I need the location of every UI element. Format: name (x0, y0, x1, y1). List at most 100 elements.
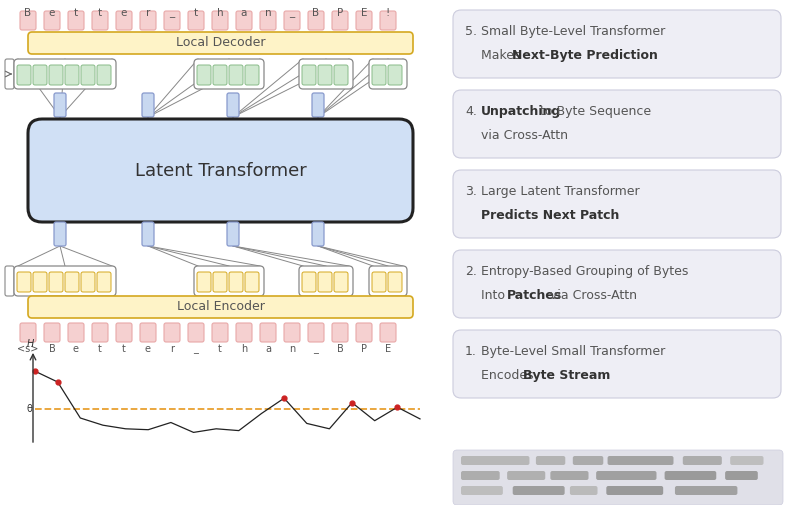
Text: Makes: Makes (481, 49, 525, 62)
Text: 5.: 5. (465, 25, 477, 38)
FancyBboxPatch shape (68, 323, 84, 342)
FancyBboxPatch shape (140, 323, 156, 342)
FancyBboxPatch shape (212, 11, 228, 30)
Text: Byte-Level Small Transformer: Byte-Level Small Transformer (481, 345, 665, 358)
FancyBboxPatch shape (308, 11, 324, 30)
FancyBboxPatch shape (97, 272, 111, 292)
Text: P: P (361, 344, 367, 354)
FancyBboxPatch shape (5, 266, 14, 296)
FancyBboxPatch shape (730, 456, 764, 465)
FancyBboxPatch shape (142, 222, 154, 246)
FancyBboxPatch shape (664, 471, 716, 480)
FancyBboxPatch shape (33, 272, 47, 292)
Text: E: E (361, 8, 367, 18)
Text: t: t (98, 8, 102, 18)
FancyBboxPatch shape (28, 32, 413, 54)
FancyBboxPatch shape (28, 296, 413, 318)
Text: e: e (145, 344, 151, 354)
FancyBboxPatch shape (49, 272, 63, 292)
FancyBboxPatch shape (245, 65, 259, 85)
FancyBboxPatch shape (17, 65, 31, 85)
FancyBboxPatch shape (453, 250, 781, 318)
FancyBboxPatch shape (675, 486, 738, 495)
Text: θ: θ (26, 404, 32, 414)
Text: Patches: Patches (507, 289, 563, 302)
FancyBboxPatch shape (356, 11, 372, 30)
FancyBboxPatch shape (14, 266, 116, 296)
Text: via Cross-Attn: via Cross-Attn (481, 129, 568, 142)
FancyBboxPatch shape (302, 272, 316, 292)
FancyBboxPatch shape (140, 11, 156, 30)
FancyBboxPatch shape (608, 456, 674, 465)
FancyBboxPatch shape (54, 93, 66, 117)
Text: a: a (265, 344, 271, 354)
Text: Into: Into (481, 289, 509, 302)
FancyBboxPatch shape (312, 93, 324, 117)
FancyBboxPatch shape (302, 65, 316, 85)
FancyBboxPatch shape (229, 65, 243, 85)
Text: 4.: 4. (465, 105, 477, 118)
FancyBboxPatch shape (116, 323, 132, 342)
FancyBboxPatch shape (81, 65, 95, 85)
FancyBboxPatch shape (245, 272, 259, 292)
Text: B: B (312, 8, 320, 18)
FancyBboxPatch shape (197, 272, 211, 292)
Text: t: t (74, 8, 78, 18)
FancyBboxPatch shape (596, 471, 656, 480)
FancyBboxPatch shape (33, 65, 47, 85)
Text: a: a (241, 8, 247, 18)
FancyBboxPatch shape (682, 456, 722, 465)
FancyBboxPatch shape (236, 323, 252, 342)
FancyBboxPatch shape (65, 65, 79, 85)
FancyBboxPatch shape (212, 323, 228, 342)
FancyBboxPatch shape (188, 323, 204, 342)
FancyBboxPatch shape (54, 222, 66, 246)
FancyBboxPatch shape (65, 272, 79, 292)
FancyBboxPatch shape (5, 59, 14, 89)
Text: 1.: 1. (465, 345, 477, 358)
FancyBboxPatch shape (369, 266, 407, 296)
FancyBboxPatch shape (372, 65, 386, 85)
Text: Local Decoder: Local Decoder (176, 36, 265, 49)
Text: h: h (241, 344, 247, 354)
FancyBboxPatch shape (227, 222, 239, 246)
FancyBboxPatch shape (44, 11, 60, 30)
FancyBboxPatch shape (318, 272, 332, 292)
Text: _: _ (193, 344, 199, 354)
FancyBboxPatch shape (20, 11, 36, 30)
FancyBboxPatch shape (213, 65, 227, 85)
FancyBboxPatch shape (194, 59, 264, 89)
Text: E: E (385, 344, 391, 354)
FancyBboxPatch shape (606, 486, 664, 495)
FancyBboxPatch shape (388, 65, 402, 85)
FancyBboxPatch shape (229, 272, 243, 292)
Text: B: B (24, 8, 32, 18)
FancyBboxPatch shape (142, 93, 154, 117)
FancyBboxPatch shape (507, 471, 545, 480)
FancyBboxPatch shape (551, 471, 589, 480)
FancyBboxPatch shape (356, 323, 372, 342)
FancyBboxPatch shape (332, 11, 348, 30)
Text: Byte Stream: Byte Stream (522, 369, 610, 382)
Text: _: _ (290, 8, 294, 18)
FancyBboxPatch shape (380, 11, 396, 30)
Text: n: n (264, 8, 271, 18)
Text: Latent Transformer: Latent Transformer (135, 162, 306, 179)
FancyBboxPatch shape (388, 272, 402, 292)
FancyBboxPatch shape (81, 272, 95, 292)
FancyBboxPatch shape (97, 65, 111, 85)
Text: e: e (73, 344, 79, 354)
Text: Unpatching: Unpatching (481, 105, 561, 118)
Text: 3.: 3. (465, 185, 477, 198)
FancyBboxPatch shape (20, 323, 36, 342)
FancyBboxPatch shape (334, 272, 348, 292)
Text: Local Encoder: Local Encoder (177, 300, 264, 314)
Text: Large Latent Transformer: Large Latent Transformer (481, 185, 640, 198)
Text: e: e (121, 8, 127, 18)
FancyBboxPatch shape (188, 11, 204, 30)
FancyBboxPatch shape (164, 323, 180, 342)
FancyBboxPatch shape (453, 90, 781, 158)
FancyBboxPatch shape (453, 10, 781, 78)
FancyBboxPatch shape (369, 59, 407, 89)
FancyBboxPatch shape (334, 65, 348, 85)
